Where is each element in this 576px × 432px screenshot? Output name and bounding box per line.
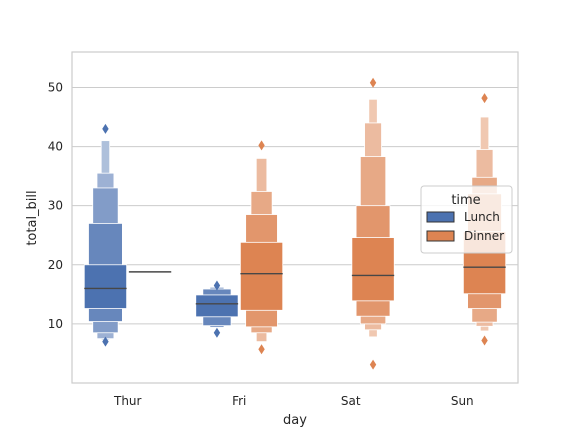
boxen-level (239, 241, 284, 311)
x-tick-label: Thur (113, 394, 142, 408)
outlier-point (481, 335, 488, 346)
legend-swatch-lunch (426, 211, 455, 223)
boxen-level (195, 294, 239, 318)
outlier-point (102, 336, 109, 347)
y-tick-label: 30 (48, 199, 63, 213)
legend-title: time (451, 193, 480, 208)
y-tick-label: 20 (48, 258, 63, 272)
outlier-point (369, 359, 377, 370)
legend-label-dinner: Dinner (464, 229, 504, 243)
y-tick-labels: 10 20 30 40 50 (48, 80, 63, 330)
boxen-level (351, 237, 395, 302)
outlier-point (213, 280, 221, 291)
y-grid (72, 86, 518, 325)
y-tick-label: 50 (48, 80, 63, 94)
outlier-point (258, 344, 265, 355)
x-tick-label: Sun (451, 394, 474, 408)
outlier-point (213, 327, 221, 338)
plot-frame (71, 51, 519, 384)
boxen-level (83, 264, 128, 309)
y-tick-label: 40 (48, 140, 63, 154)
outlier-point (481, 93, 488, 104)
outlier-point (102, 123, 109, 134)
y-axis-label: total_bill (25, 190, 40, 245)
outlier-point (369, 77, 377, 88)
y-tick-label: 10 (48, 317, 63, 331)
x-tick-label: Fri (232, 394, 246, 408)
x-tick-labels: Thur Fri Sat Sun (113, 394, 474, 408)
legend: time Lunch Dinner (420, 185, 513, 254)
legend-swatch-dinner (426, 230, 455, 242)
x-tick-label: Sat (341, 394, 361, 408)
legend-label-lunch: Lunch (464, 210, 500, 224)
outlier-point (258, 140, 265, 151)
x-axis-label: day (283, 413, 307, 428)
